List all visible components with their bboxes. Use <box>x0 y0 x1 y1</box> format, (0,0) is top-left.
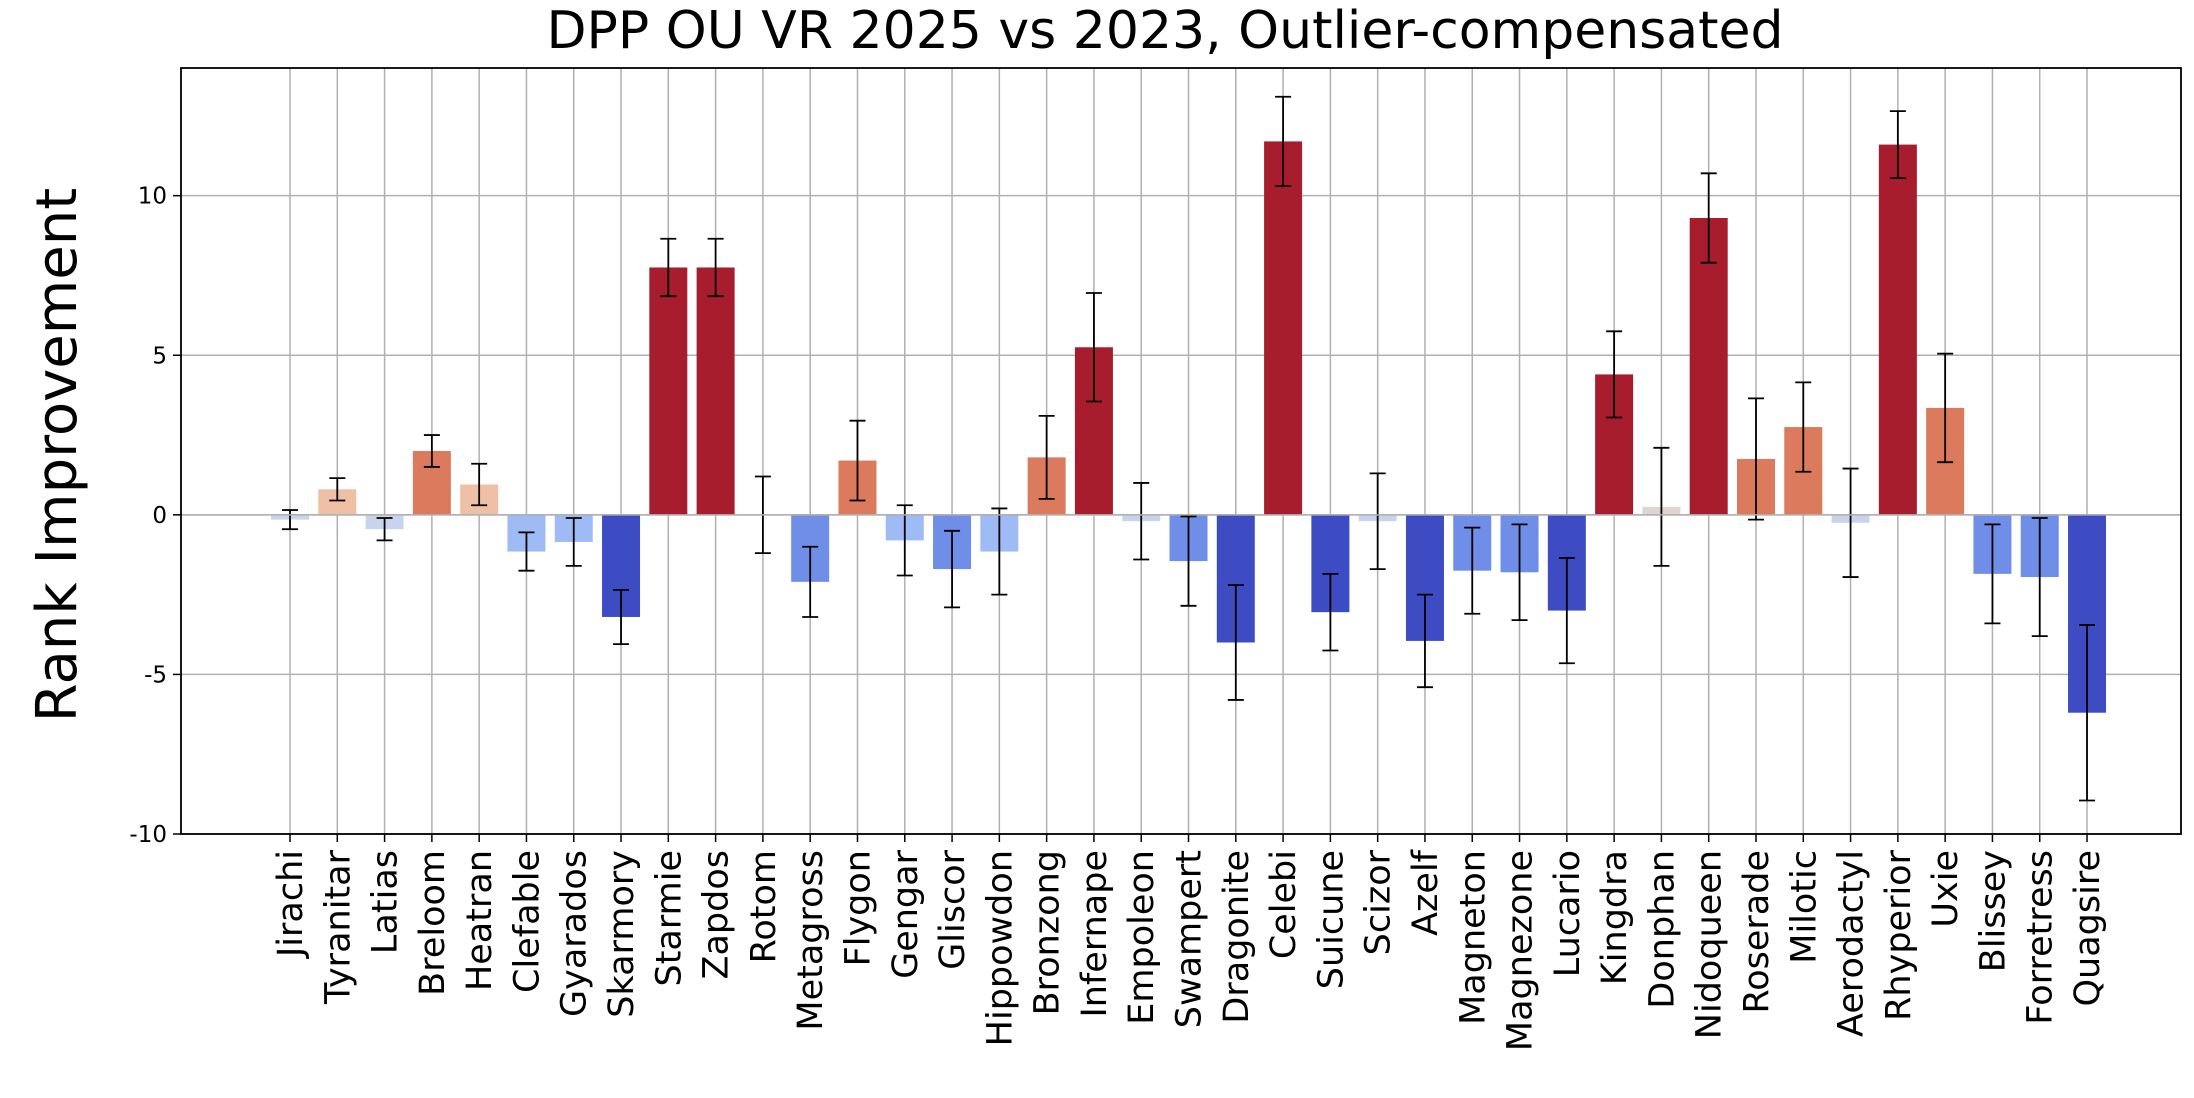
bar <box>1878 144 1917 515</box>
y-tick-label: -10 <box>129 822 167 848</box>
x-tick-label: Flygon <box>838 850 878 966</box>
x-tick-label: Blissey <box>1973 850 2013 972</box>
y-axis-label: Rank Improvement <box>25 188 90 722</box>
y-tick-label: 5 <box>152 343 167 369</box>
bar <box>1689 218 1728 515</box>
error-layer <box>282 95 2096 802</box>
x-tick-label: Dragonite <box>1217 850 1257 1024</box>
x-tick-label: Bronzong <box>1028 850 1068 1015</box>
x-tick-label: Empoleon <box>1122 850 1162 1025</box>
x-tick-label: Scizor <box>1359 849 1399 955</box>
x-tick-label: Heatran <box>460 850 500 991</box>
x-tick-label: Aerodactyl <box>1832 850 1872 1037</box>
x-tick-label: Nidoqueen <box>1690 850 1730 1039</box>
x-tick-label: Lucario <box>1548 850 1588 977</box>
x-tick-label: Metagross <box>791 850 831 1031</box>
x-tick-label: Gliscor <box>933 849 973 969</box>
x-tick-label: Forretress <box>2021 850 2061 1025</box>
y-tick-label: -5 <box>144 662 167 688</box>
x-tick-label: Latias <box>366 850 406 954</box>
x-tick-label: Uxie <box>1926 850 1966 928</box>
x-tick-label: Magnezone <box>1501 850 1541 1051</box>
plot-frame <box>180 67 2182 835</box>
bar <box>1264 141 1303 515</box>
x-tick-label: Kingdra <box>1595 850 1635 985</box>
x-tick-label: Tyranitar <box>318 849 358 1005</box>
x-tick-label: Donphan <box>1642 850 1682 1009</box>
label-layer: Jirachi Tyranitar Latias Breloom Heatran Clef… <box>271 849 2108 1051</box>
x-tick-label: Celebi <box>1264 850 1304 959</box>
x-tick-label: Quagsire <box>2068 850 2108 1007</box>
x-tick-label: Azelf <box>1406 849 1446 936</box>
x-tick-label: Rhyperior <box>1879 849 1919 1020</box>
x-tick-label: Jirachi <box>271 850 311 959</box>
y-tick-label: 0 <box>152 503 167 529</box>
x-tick-label: Clefable <box>507 850 547 993</box>
y-tick-label: 10 <box>138 184 167 210</box>
chart-title: DPP OU VR 2025 vs 2023, Outlier-compensa… <box>546 1 1783 61</box>
x-tick-label: Gyarados <box>555 850 595 1017</box>
x-tick-label: Infernape <box>1075 850 1115 1018</box>
x-tick-label: Starmie <box>649 850 689 987</box>
x-tick-label: Hippowdon <box>980 850 1020 1046</box>
x-tick-label: Magneton <box>1453 850 1493 1025</box>
bar <box>649 267 688 515</box>
x-tick-label: Milotic <box>1784 850 1824 964</box>
x-tick-label: Zapdos <box>697 850 737 980</box>
x-tick-label: Breloom <box>413 850 453 996</box>
axis-layer: -10 -5 0 5 10 <box>129 67 2182 848</box>
x-tick-label: Skarmory <box>602 850 642 1018</box>
x-tick-label: Swampert <box>1170 850 1210 1028</box>
x-tick-label: Rotom <box>744 850 784 963</box>
bar <box>696 267 735 515</box>
x-tick-label: Roserade <box>1737 850 1777 1014</box>
x-tick-label: Gengar <box>886 849 926 979</box>
x-tick-label: Suicune <box>1311 850 1351 989</box>
